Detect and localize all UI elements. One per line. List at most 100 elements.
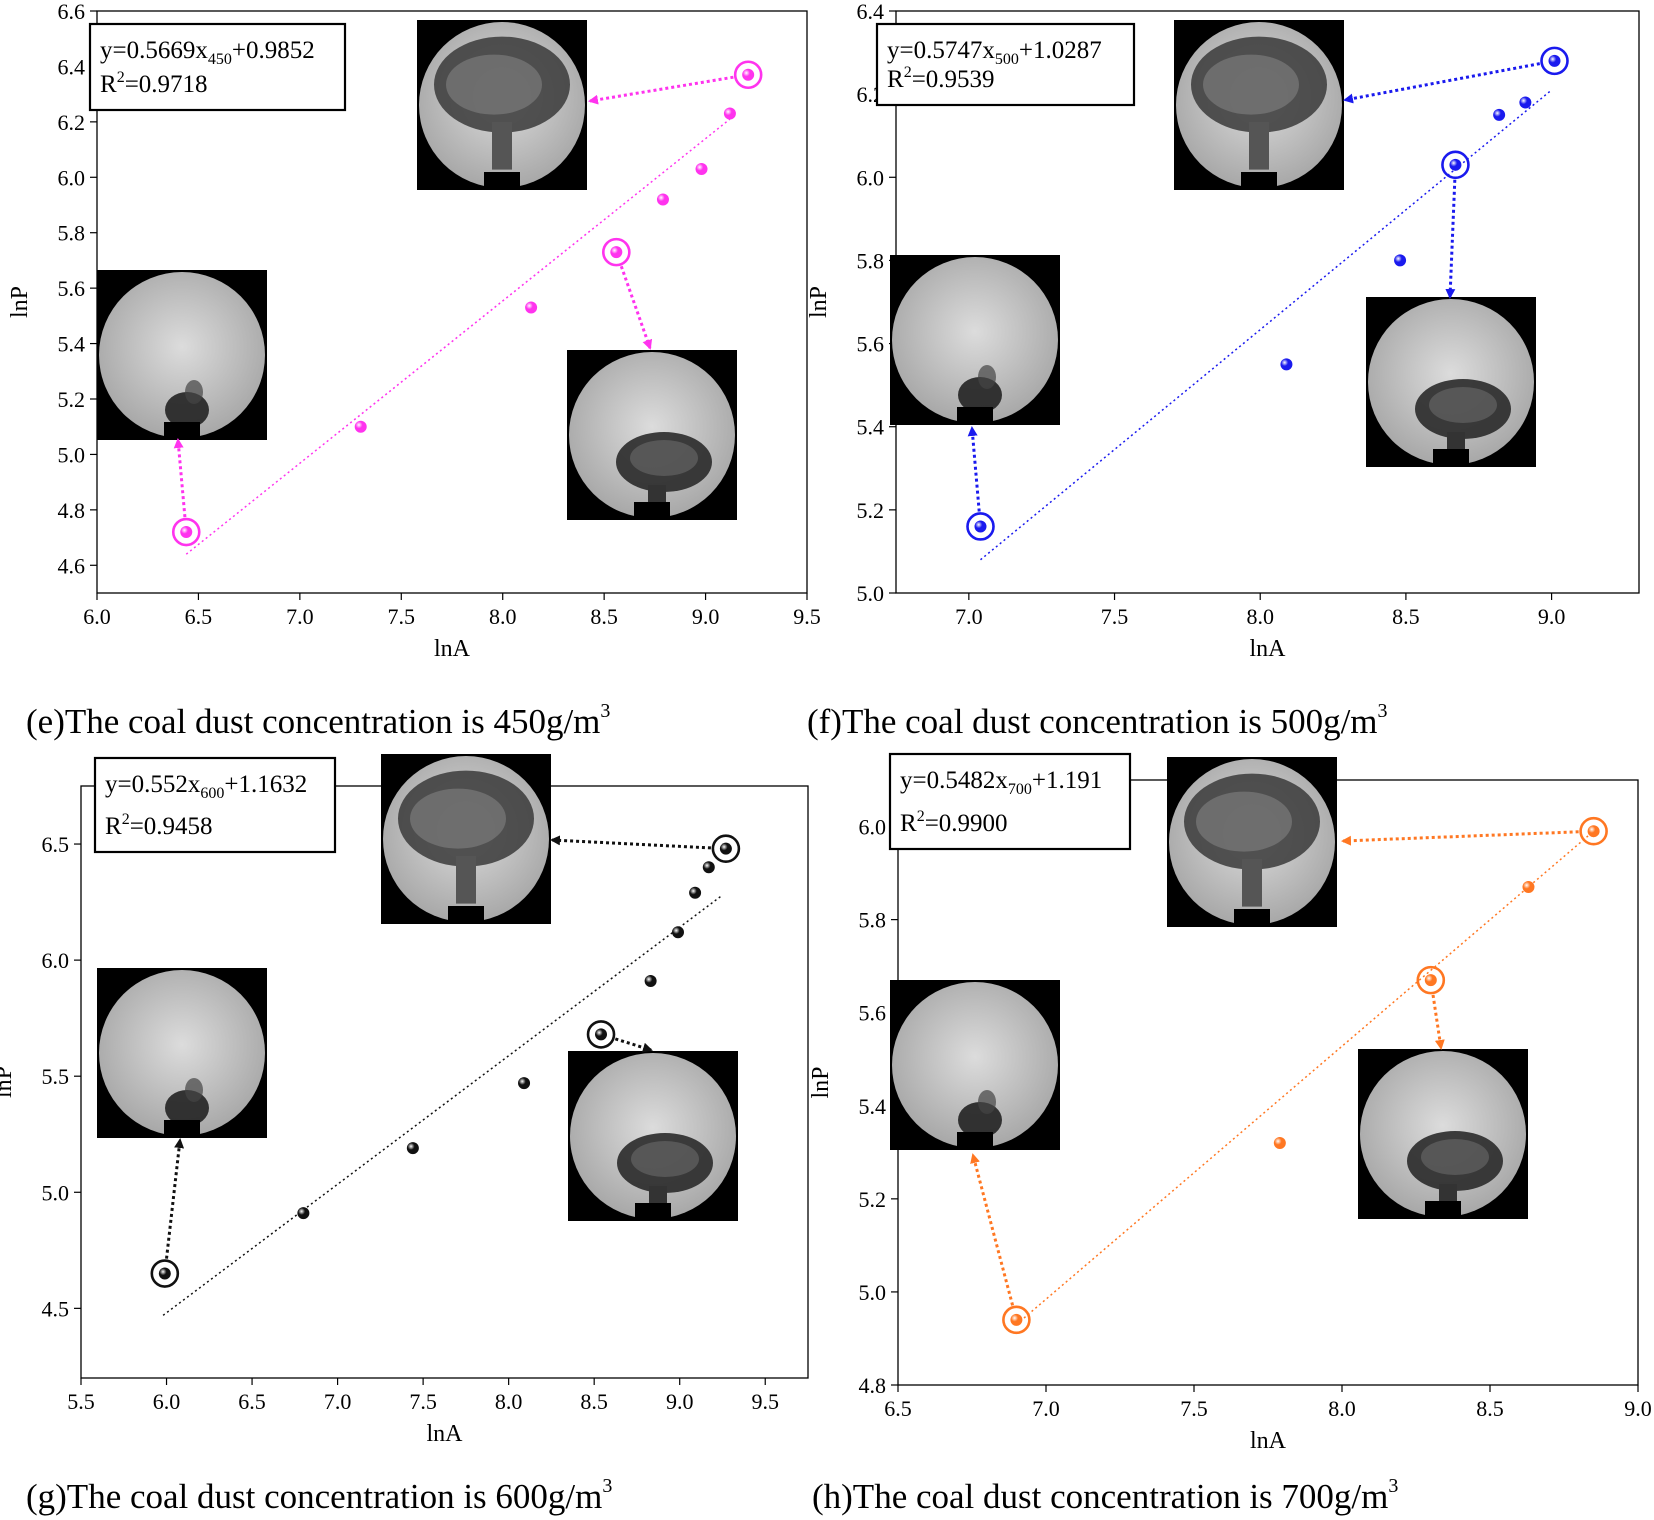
fit-equation-intercept-e: +0.9852 [232,37,315,64]
data-point-g [644,975,657,988]
r-squared-exponent-h: 2 [917,808,925,825]
callout-arrow-h [1341,830,1579,846]
data-point-g [297,1207,310,1220]
data-point-e [723,107,736,120]
data-point-e [525,301,538,314]
fit-equation-main-e: y=0.5669x [100,37,208,64]
highlight-ring-h [1579,816,1608,846]
caption-f-sup: 3 [1377,700,1388,722]
x-tick-label-f: 8.5 [1392,604,1420,629]
data-point-e [742,68,755,81]
y-tick-label-e: 4.6 [58,553,86,578]
y-tick-label-h: 5.6 [859,1001,887,1026]
flame-photo-inset-h [890,980,1060,1150]
y-axis-label-e: lnP [7,286,33,318]
data-point-e [180,526,193,539]
y-tick-label-f: 5.4 [857,415,885,440]
callout-arrow-g [165,1138,185,1259]
y-tick-label-f: 5.0 [857,581,885,606]
r-squared-symbol-e: R [100,71,117,98]
x-tick-label-g: 5.5 [67,1389,95,1414]
y-tick-label-g: 5.5 [42,1064,70,1089]
caption-f-text: (f)The coal dust concentration is 500g/m [807,702,1378,741]
fit-line-e [185,118,731,555]
data-point-f [974,520,987,533]
flame-photo-inset-f [1174,20,1344,190]
x-axis-label-e: lnA [434,636,471,662]
r-squared-g: R2=0.9458 [105,811,213,840]
y-tick-label-h: 5.2 [859,1187,887,1212]
x-tick-label-f: 8.0 [1246,604,1274,629]
y-tick-label-g: 6.5 [42,832,70,857]
data-point-f [1493,108,1506,121]
x-tick-label-g: 8.0 [495,1389,523,1414]
x-tick-label-h: 8.5 [1476,1396,1504,1421]
callout-arrow-e [619,265,653,350]
fit-line-h [1015,830,1595,1326]
fit-equation-intercept-f: +1.0287 [1019,37,1102,64]
x-tick-label-g: 8.5 [580,1389,608,1414]
x-tick-label-h: 8.0 [1328,1396,1356,1421]
callout-arrow-h [970,1153,1015,1306]
r-squared-e: R2=0.9718 [100,69,208,98]
y-tick-label-f: 5.6 [857,332,885,357]
x-axis-label-g: lnA [427,1421,464,1447]
callout-arrow-h [1431,994,1445,1050]
fit-equation-main-f: y=0.5747x [887,37,995,64]
highlight-ring-e [733,60,763,90]
panel-e: 6.0 6.5 7.0 7.5 8.0 8.5 9.0 9.5 4.6 4.8 5.0 5.2 5.4 5… [0,0,827,760]
y-tick-label-f: 5.2 [857,498,885,523]
caption-h-text: (h)The coal dust concentration is 700g/m [812,1477,1389,1516]
fit-equation-g: y=0.552x600+1.1632 [105,771,307,802]
flame-photo-inset-f [890,255,1060,425]
x-tick-label-e: 7.5 [388,604,416,629]
data-point-e [656,193,669,206]
x-axis-label-f: lnA [1250,636,1287,662]
flame-photo-inset-e [97,270,267,440]
x-tick-label-h: 6.5 [884,1396,912,1421]
r-squared-value-g: =0.9458 [130,813,213,840]
x-tick-label-e: 6.5 [185,604,213,629]
r-squared-symbol-h: R [900,810,917,837]
y-tick-label-e: 5.0 [58,442,86,467]
r-squared-value-h: =0.9900 [925,810,1008,837]
data-point-h [1273,1137,1286,1149]
fit-equation-intercept-h: +1.191 [1032,767,1102,794]
y-tick-label-f: 5.8 [857,248,885,273]
y-tick-label-e: 5.2 [58,387,86,412]
r-squared-value-f: =0.9539 [912,66,995,93]
fit-equation-main-g: y=0.552x [105,771,201,798]
caption-f: (f)The coal dust concentration is 500g/m… [807,700,1388,742]
data-point-h [1587,825,1600,838]
x-tick-label-g: 7.0 [324,1389,352,1414]
y-tick-label-e: 5.4 [58,332,86,357]
data-point-e [610,246,623,259]
y-tick-label-f: 6.4 [857,0,885,24]
flame-photo-inset-e [567,350,737,520]
highlight-ring-f [966,512,995,541]
y-tick-label-h: 6.0 [859,815,887,840]
y-tick-label-e: 5.6 [58,276,86,301]
x-tick-label-e: 8.5 [590,604,618,629]
highlight-ring-e [171,517,201,547]
y-tick-label-h: 5.8 [859,908,887,933]
highlight-ring-f [1441,150,1470,180]
x-tick-label-h: 7.0 [1032,1396,1060,1421]
x-tick-label-e: 6.0 [83,604,111,629]
x-tick-label-h: 9.0 [1624,1396,1652,1421]
x-axis-label-h: lnA [1250,1428,1287,1454]
callout-arrow-e [173,438,187,518]
y-tick-label-g: 6.0 [42,948,70,973]
fit-equation-h: y=0.5482x700+1.191 [900,767,1102,798]
data-point-e [354,420,367,433]
data-point-h [1522,881,1535,894]
fit-equation-subscript-h: 700 [1008,781,1032,798]
highlight-ring-g [586,1020,616,1049]
caption-h-sup: 3 [1388,1475,1399,1497]
caption-e: (e)The coal dust concentration is 450g/m… [26,700,610,742]
y-tick-label-h: 5.0 [859,1280,887,1305]
flame-photo-inset-e [417,20,587,190]
x-tick-label-f: 7.0 [955,604,983,629]
caption-h: (h)The coal dust concentration is 700g/m… [812,1475,1398,1517]
